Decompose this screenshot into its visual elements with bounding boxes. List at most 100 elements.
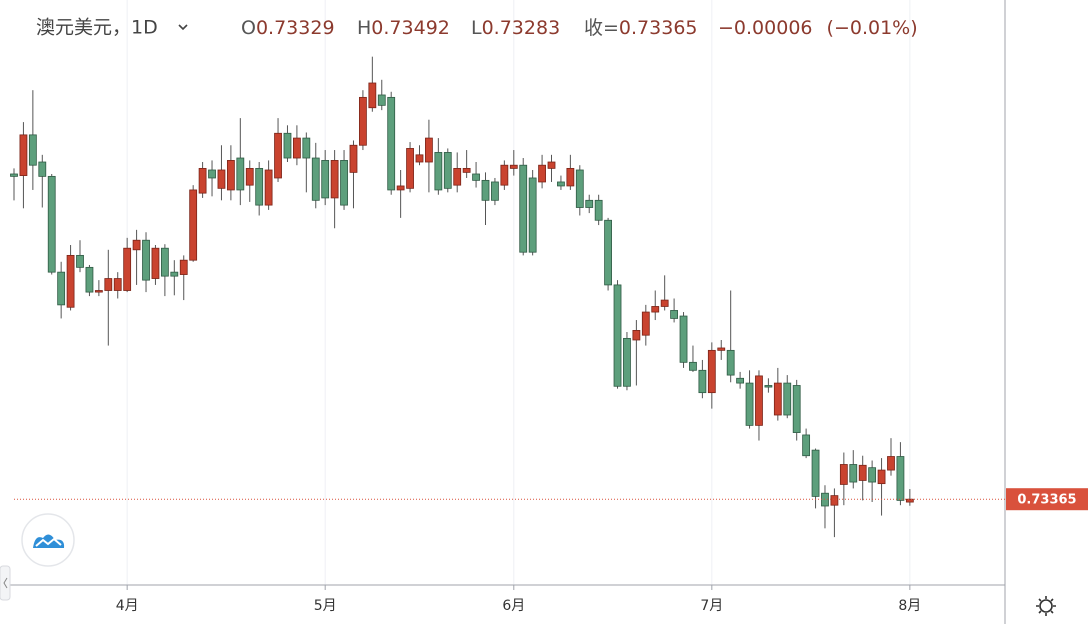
candle-body [434,152,443,191]
x-tick-label: 7月 [700,598,723,614]
candle-body [509,164,518,169]
candle-body [660,299,669,307]
candle-body [406,148,414,189]
label: 收= [584,17,619,39]
last-price-label: 0.73365 [1017,493,1076,508]
x-tick-label: 4月 [116,598,139,614]
candle-body [132,239,141,251]
candle-body [368,82,377,109]
candle-body [481,179,490,201]
interval-chevron[interactable] [178,24,188,31]
candle-body [179,259,188,275]
candle-body [707,349,716,394]
x-tick-label: 8月 [898,598,921,614]
candle-body [698,369,707,394]
x-tick-label: 5月 [314,598,337,614]
candle-body [340,160,348,206]
candle-body [415,154,424,163]
candle-body [217,169,226,189]
gear-ring [1039,599,1053,613]
logo[interactable] [21,513,75,567]
candle-body [19,134,28,176]
candle-body [377,94,386,106]
candle-body [839,464,848,485]
candle-body [670,310,678,319]
chart-title: 澳元美元，1D [36,17,158,39]
label: L [471,17,482,39]
candle-body [585,199,594,208]
candle-body [462,167,471,173]
candles [10,56,914,538]
candle-body [613,284,622,387]
candle-body [160,247,169,277]
candle-body [491,181,499,201]
candle-body [764,385,773,388]
candle-body [226,160,235,191]
close-value: 0.73365 [619,17,698,39]
candle-body [292,137,301,159]
high-value: 0.73492 [371,17,450,39]
candle-body [773,382,782,416]
candle-body [736,377,745,384]
low-value: 0.73283 [482,17,561,39]
candle-body [689,361,697,371]
logo-wave [35,537,62,547]
candle-body [623,337,631,387]
candle-body [858,464,867,481]
open-value: 0.73329 [256,17,335,39]
candle-body [123,247,132,291]
label: O [241,17,256,39]
candle-body [274,132,282,179]
logo-cloud[interactable] [33,534,65,548]
candle-body [113,278,122,291]
candle-body [94,290,103,293]
candle-body [632,330,641,341]
ohlc-legend: O0.73329 H0.73492 L0.73283 收=0.73365 −0.… [241,17,918,39]
change: −0.00006 [718,17,813,39]
candle-body [877,469,886,485]
candle-body [594,199,603,221]
candle-body [538,164,546,183]
candle-body [38,161,47,177]
x-tick-label: 6月 [502,598,525,614]
candle-body [566,167,575,187]
candle-body [396,185,405,191]
candle-body [10,173,18,177]
candle-body [679,315,688,363]
candle-body [453,167,462,186]
candle-body [604,219,612,286]
candle-body [66,254,75,308]
last-price: 0.73365 [14,488,1088,511]
candle-body [104,278,113,291]
candle-body [528,177,537,253]
change-percent: (−0.01%) [827,17,918,39]
candle-body [849,464,858,483]
last-price-box [1006,488,1088,511]
candle-body [575,169,584,208]
candle-body [245,167,254,186]
side-toggle[interactable] [0,565,11,601]
gear-teeth [1036,596,1056,616]
candle-body [717,347,726,351]
candle-body [792,385,801,433]
candle-body [302,137,311,159]
candle-body [189,189,198,261]
candle-body [47,175,56,273]
candle-body [443,152,452,189]
label: H [357,17,371,39]
candle-body [311,157,320,201]
grid [126,0,911,585]
settings-icon[interactable] [1036,596,1056,616]
candle-body [236,157,245,191]
candle-body [85,266,94,293]
candle-body [651,306,660,313]
candle-body [283,132,292,159]
candle-body [755,375,763,426]
candle-body [359,96,367,146]
candle-body [28,134,37,166]
candle-body [472,173,480,181]
candle-body [905,498,914,503]
candle-body [557,181,565,187]
candle-body [208,169,216,179]
